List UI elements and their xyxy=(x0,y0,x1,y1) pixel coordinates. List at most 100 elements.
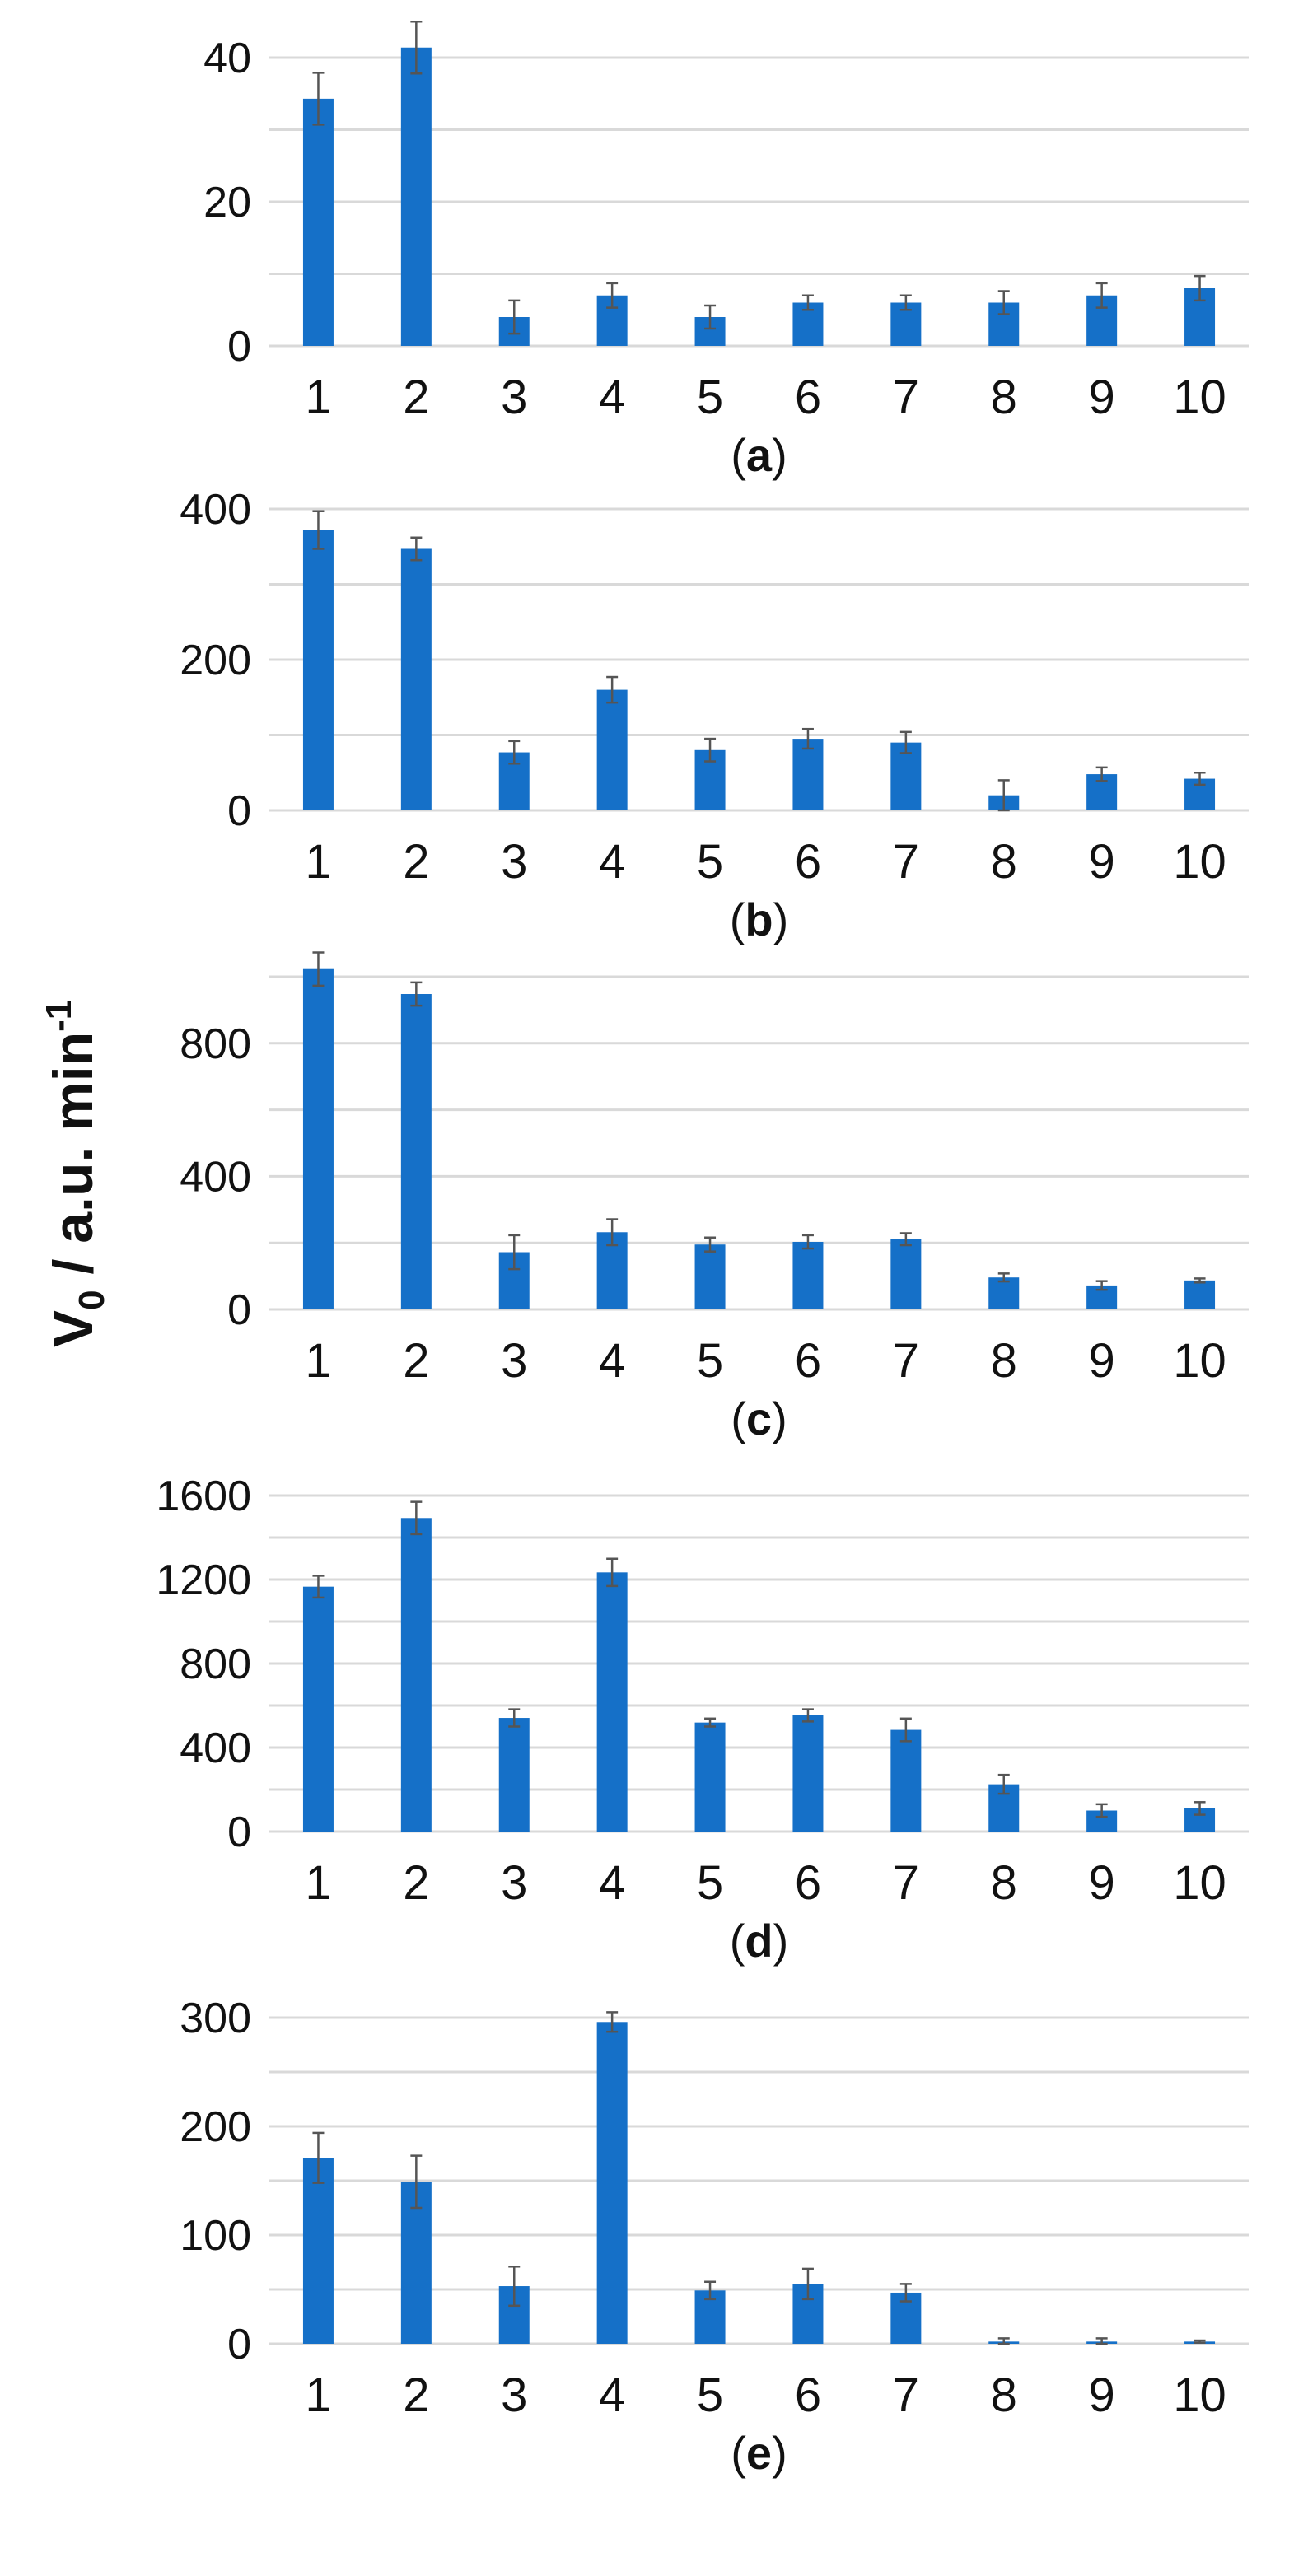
x-tick-label: 4 xyxy=(599,835,625,889)
x-tick-label: 8 xyxy=(991,371,1017,424)
x-tick-label: 3 xyxy=(501,1334,527,1388)
bar xyxy=(400,47,432,346)
y-tick-label: 800 xyxy=(180,1020,251,1068)
x-tick-label: 5 xyxy=(697,371,723,424)
panel-c: 0 400 800 1 2 3 4 5 6 7 8 9 10 (c) xyxy=(180,951,1249,1444)
y-tick-label: 20 xyxy=(203,179,251,226)
x-tick-label: 9 xyxy=(1089,835,1115,889)
bar xyxy=(400,548,432,810)
bar xyxy=(302,530,334,810)
y-tick-label: 0 xyxy=(227,1286,251,1334)
x-tick-label: 2 xyxy=(403,1334,429,1388)
bar xyxy=(302,968,334,1309)
panel-a: 0 20 40 1 2 3 4 5 6 7 8 9 10 (a) xyxy=(203,21,1249,481)
x-tick-label: 1 xyxy=(305,2368,331,2422)
bar xyxy=(498,1718,530,1832)
y-tick-label: 0 xyxy=(227,1808,251,1856)
y-tick-label: 400 xyxy=(180,1724,251,1772)
x-tick-label: 3 xyxy=(501,2368,527,2422)
x-tick-label: 1 xyxy=(305,1856,331,1910)
x-tick-label: 5 xyxy=(697,835,723,889)
x-tick-label: 2 xyxy=(403,371,429,424)
x-tick-label: 9 xyxy=(1089,2368,1115,2422)
y-tick-label: 100 xyxy=(180,2212,251,2260)
y-tick-label: 300 xyxy=(180,1995,251,2042)
bar xyxy=(596,689,628,810)
x-tick-label: 7 xyxy=(893,1334,919,1388)
bar xyxy=(302,2158,334,2344)
panel-b: 0 200 400 1 2 3 4 5 6 7 8 9 10 (b) xyxy=(180,486,1249,945)
x-tick-label: 3 xyxy=(501,835,527,889)
x-tick-label: 2 xyxy=(403,2368,429,2422)
panel-label: (e) xyxy=(731,2427,787,2479)
x-tick-label: 10 xyxy=(1173,835,1226,889)
y-tick-label: 200 xyxy=(180,637,251,684)
bar xyxy=(596,1572,628,1832)
bar xyxy=(890,1239,922,1309)
x-tick-label: 3 xyxy=(501,371,527,424)
panel-label: (b) xyxy=(730,894,789,945)
y-tick-label: 0 xyxy=(227,2321,251,2368)
bar xyxy=(792,1241,824,1309)
y-tick-label: 1600 xyxy=(156,1472,251,1520)
x-tick-label: 4 xyxy=(599,1856,625,1910)
x-tick-label: 4 xyxy=(599,2368,625,2422)
x-tick-label: 8 xyxy=(991,2368,1017,2422)
y-tick-label: 800 xyxy=(180,1640,251,1688)
bar xyxy=(302,98,334,346)
x-tick-label: 2 xyxy=(403,835,429,889)
x-tick-label: 10 xyxy=(1173,371,1226,424)
y-tick-label: 1200 xyxy=(156,1556,251,1604)
y-tick-label: 400 xyxy=(180,486,251,534)
bar xyxy=(792,739,824,810)
y-tick-label: 0 xyxy=(227,323,251,371)
bar xyxy=(400,994,432,1309)
x-tick-label: 2 xyxy=(403,1856,429,1910)
x-tick-label: 10 xyxy=(1173,1856,1226,1910)
x-tick-label: 1 xyxy=(305,371,331,424)
x-tick-label: 4 xyxy=(599,1334,625,1388)
x-tick-label: 1 xyxy=(305,835,331,889)
x-tick-label: 8 xyxy=(991,1856,1017,1910)
bar xyxy=(400,1518,432,1832)
panel-d: 0 400 800 1200 1600 1 2 3 4 5 6 7 8 9 10 (d) xyxy=(156,1472,1249,1967)
y-tick-label: 0 xyxy=(227,787,251,835)
bar xyxy=(302,1586,334,1832)
y-tick-label: 200 xyxy=(180,2103,251,2151)
panel-label: (c) xyxy=(731,1393,787,1444)
x-tick-label: 7 xyxy=(893,371,919,424)
x-tick-label: 3 xyxy=(501,1856,527,1910)
y-tick-label: 40 xyxy=(203,35,251,82)
panel-label: (d) xyxy=(730,1915,789,1967)
x-tick-label: 6 xyxy=(795,2368,821,2422)
x-tick-label: 10 xyxy=(1173,1334,1226,1388)
bar xyxy=(792,1715,824,1832)
x-tick-label: 8 xyxy=(991,835,1017,889)
y-tick-label: 400 xyxy=(180,1153,251,1201)
x-tick-label: 4 xyxy=(599,371,625,424)
x-tick-label: 7 xyxy=(893,835,919,889)
x-tick-label: 6 xyxy=(795,835,821,889)
x-tick-label: 9 xyxy=(1089,1334,1115,1388)
bar xyxy=(694,1244,726,1309)
x-tick-label: 5 xyxy=(697,1856,723,1910)
bar xyxy=(694,1722,726,1832)
x-tick-label: 6 xyxy=(795,1856,821,1910)
panel-label: (a) xyxy=(731,429,787,481)
x-tick-label: 10 xyxy=(1173,2368,1226,2422)
x-tick-label: 7 xyxy=(893,2368,919,2422)
bar xyxy=(596,2022,628,2344)
bar xyxy=(988,1277,1020,1309)
x-tick-label: 8 xyxy=(991,1334,1017,1388)
x-tick-label: 5 xyxy=(697,1334,723,1388)
bar xyxy=(890,1729,922,1832)
panel-e: 0 100 200 300 1 2 3 4 5 6 7 8 9 10 (e) xyxy=(180,1995,1249,2479)
x-tick-label: 9 xyxy=(1089,371,1115,424)
x-tick-label: 7 xyxy=(893,1856,919,1910)
y-axis-label: V0 / a.u. min-1 xyxy=(39,1000,112,1348)
bar xyxy=(1184,1280,1216,1309)
x-tick-label: 6 xyxy=(795,1334,821,1388)
x-tick-label: 1 xyxy=(305,1334,331,1388)
x-tick-label: 5 xyxy=(697,2368,723,2422)
